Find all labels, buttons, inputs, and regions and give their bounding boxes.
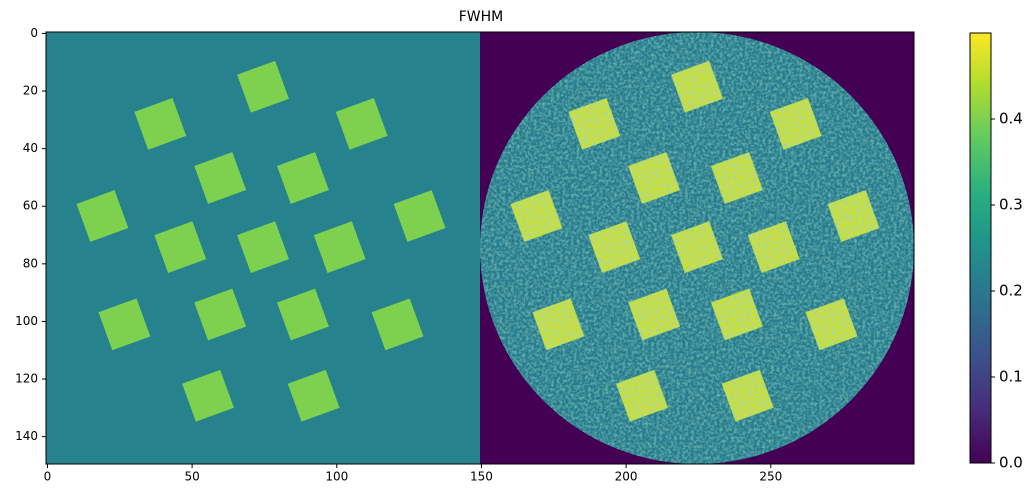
x-tick-label: 0: [44, 470, 52, 484]
square: [371, 298, 424, 351]
square: [393, 190, 446, 242]
colorbar-tick-label: 0.1: [999, 368, 1023, 386]
colorbar-tick-label: 0.4: [999, 110, 1023, 128]
square: [568, 98, 621, 150]
y-tick-label: 60: [23, 199, 38, 213]
square: [154, 221, 207, 274]
colorbar-tick-label: 0.0: [999, 454, 1023, 472]
square: [769, 98, 822, 150]
axes-frame: [45, 31, 915, 465]
x-tick-label: 250: [759, 470, 782, 484]
square: [827, 190, 880, 242]
x-tick-label: 50: [184, 470, 199, 484]
image-area: [46, 32, 914, 464]
square: [277, 152, 329, 204]
square: [628, 152, 681, 204]
square: [805, 298, 858, 351]
colorbar-tick-label: 0.3: [999, 196, 1023, 214]
square: [671, 60, 723, 113]
square: [616, 369, 668, 422]
square: [237, 60, 289, 113]
square: [711, 152, 763, 204]
y-tick-label: 100: [15, 314, 38, 328]
square: [182, 369, 234, 422]
square: [747, 221, 800, 274]
square: [721, 369, 774, 422]
x-tick-label: 150: [470, 470, 493, 484]
square: [76, 190, 129, 242]
square: [711, 288, 763, 341]
square: [134, 98, 187, 150]
square: [628, 288, 681, 341]
y-tick-label: 40: [23, 141, 38, 155]
square: [588, 221, 641, 274]
x-tick-label: 100: [325, 470, 348, 484]
chart-title: FWHM: [459, 9, 504, 25]
y-tick-label: 140: [15, 429, 38, 443]
square: [98, 298, 151, 351]
colorbar: [969, 32, 992, 464]
square: [313, 221, 366, 274]
colorbar-tick-label: 0.2: [999, 282, 1023, 300]
square: [194, 152, 247, 204]
y-tick-label: 120: [15, 372, 38, 386]
y-tick-label: 0: [30, 26, 38, 40]
square: [237, 221, 289, 274]
y-tick-label: 80: [23, 256, 38, 270]
square: [194, 288, 247, 341]
square: [335, 98, 388, 150]
square: [510, 190, 563, 242]
square: [287, 369, 340, 422]
y-tick-label: 20: [23, 84, 38, 98]
square: [532, 298, 585, 351]
x-tick-label: 200: [615, 470, 638, 484]
square: [277, 288, 329, 341]
square: [671, 221, 723, 274]
